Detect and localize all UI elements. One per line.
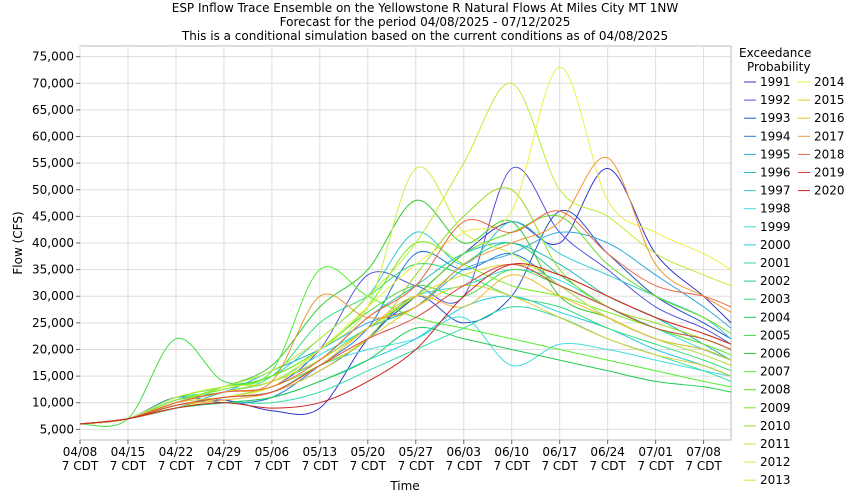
series-layer: [79, 66, 732, 427]
y-tick-label: 45,000: [32, 209, 74, 223]
legend-label-2015: 2015: [814, 93, 845, 107]
legend-label-2017: 2017: [814, 129, 845, 143]
legend-label-1998: 1998: [760, 202, 791, 216]
x-tick-time: 7 CDT: [158, 459, 195, 473]
y-tick-label: 20,000: [32, 342, 74, 356]
legend-label-2001: 2001: [760, 256, 791, 270]
legend-items: 1991 1992 1993 1994 1995 1996 1997 1998 1999 2000…: [744, 75, 845, 487]
x-tick-date: 05/13: [303, 445, 338, 459]
legend-label-2009: 2009: [760, 401, 791, 415]
legend-label-2019: 2019: [814, 166, 845, 180]
y-tick-label: 65,000: [32, 103, 74, 117]
x-tick-date: 05/27: [398, 445, 433, 459]
y-tick-label: 5,000: [40, 422, 74, 436]
title-line-1: ESP Inflow Trace Ensemble on the Yellows…: [172, 1, 679, 15]
series-line-2019: [79, 263, 732, 425]
legend-label-1993: 1993: [760, 111, 791, 125]
legend: Exceedance Probability 19911992199319941…: [739, 46, 845, 487]
x-axis-label: Time: [389, 479, 419, 493]
series-line-2011: [79, 82, 732, 425]
y-axis-label: Flow (CFS): [11, 211, 25, 274]
y-tick-label: 10,000: [32, 396, 74, 410]
legend-label-1995: 1995: [760, 147, 791, 161]
x-tick-date: 06/10: [494, 445, 529, 459]
y-tick-label: 50,000: [32, 183, 74, 197]
legend-label-2006: 2006: [760, 347, 791, 361]
grid-lines: [79, 46, 731, 440]
y-tick-label: 60,000: [32, 130, 74, 144]
title-line-3: This is a conditional simulation based o…: [181, 29, 668, 43]
legend-label-2012: 2012: [760, 455, 791, 469]
x-tick-date: 06/03: [446, 445, 481, 459]
axes: 5,000 10,000 15,000 20,000 25,000 30,000 35,00…: [32, 50, 722, 473]
y-tick-label: 70,000: [32, 76, 74, 90]
x-tick-date: 06/17: [542, 445, 577, 459]
x-tick-date: 05/20: [351, 445, 386, 459]
legend-label-1999: 1999: [760, 220, 791, 234]
y-tick-label: 25,000: [32, 316, 74, 330]
y-tick-label: 40,000: [32, 236, 74, 250]
series-line-2018: [79, 210, 732, 425]
x-tick-date: 05/06: [255, 445, 290, 459]
x-tick-time: 7 CDT: [206, 459, 243, 473]
x-tick-time: 7 CDT: [589, 459, 626, 473]
x-tick-date: 04/15: [111, 445, 146, 459]
legend-label-2020: 2020: [814, 184, 845, 198]
legend-label-1994: 1994: [760, 129, 791, 143]
y-tick-label: 15,000: [32, 369, 74, 383]
legend-label-2016: 2016: [814, 111, 845, 125]
x-tick-time: 7 CDT: [110, 459, 147, 473]
x-tick-date: 04/08: [63, 445, 98, 459]
legend-label-2018: 2018: [814, 147, 845, 161]
legend-label-1997: 1997: [760, 184, 791, 198]
x-tick-time: 7 CDT: [494, 459, 531, 473]
legend-label-2005: 2005: [760, 328, 791, 342]
x-tick-date: 07/01: [638, 445, 673, 459]
x-tick-time: 7 CDT: [637, 459, 674, 473]
legend-label-2004: 2004: [760, 310, 791, 324]
legend-label-1992: 1992: [760, 93, 791, 107]
x-tick-time: 7 CDT: [685, 459, 722, 473]
y-tick-label: 75,000: [32, 50, 74, 64]
legend-label-1991: 1991: [760, 75, 791, 89]
legend-label-2014: 2014: [814, 75, 845, 89]
legend-label-2011: 2011: [760, 437, 791, 451]
x-tick-date: 04/29: [207, 445, 242, 459]
x-tick-time: 7 CDT: [350, 459, 387, 473]
x-tick-date: 06/24: [590, 445, 625, 459]
legend-label-2010: 2010: [760, 419, 791, 433]
legend-label-2000: 2000: [760, 238, 791, 252]
series-line-2020: [79, 263, 732, 425]
x-tick-time: 7 CDT: [302, 459, 339, 473]
legend-label-2013: 2013: [760, 473, 791, 487]
legend-title-line-1: Exceedance: [739, 46, 811, 60]
y-tick-label: 55,000: [32, 156, 74, 170]
series-line-2009: [79, 241, 732, 425]
x-tick-date: 04/22: [159, 445, 194, 459]
x-tick-date: 07/08: [686, 445, 721, 459]
legend-label-2003: 2003: [760, 292, 791, 306]
x-tick-time: 7 CDT: [398, 459, 435, 473]
x-tick-time: 7 CDT: [541, 459, 578, 473]
legend-label-1996: 1996: [760, 166, 791, 180]
legend-label-2008: 2008: [760, 383, 791, 397]
x-tick-time: 7 CDT: [62, 459, 99, 473]
legend-title-line-2: Probability: [747, 60, 810, 74]
title-line-2: Forecast for the period 04/08/2025 - 07/…: [280, 15, 571, 29]
x-tick-time: 7 CDT: [254, 459, 291, 473]
chart-title: ESP Inflow Trace Ensemble on the Yellows…: [172, 1, 679, 43]
legend-label-2007: 2007: [760, 365, 791, 379]
x-tick-time: 7 CDT: [446, 459, 483, 473]
series-line-2016: [79, 274, 732, 425]
legend-label-2002: 2002: [760, 274, 791, 288]
y-tick-label: 30,000: [32, 289, 74, 303]
y-tick-label: 35,000: [32, 263, 74, 277]
